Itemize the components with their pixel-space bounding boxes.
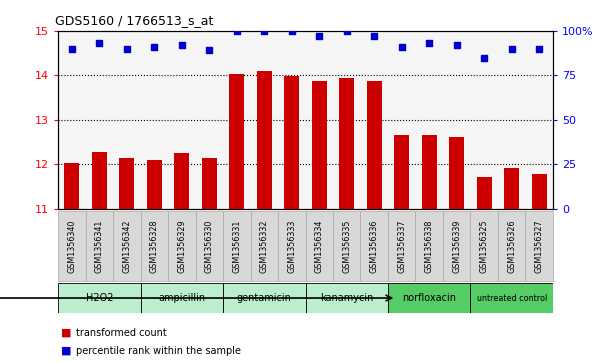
Bar bbox=[223, 211, 251, 281]
Text: GSM1356334: GSM1356334 bbox=[315, 219, 324, 273]
Point bbox=[177, 42, 187, 48]
Text: GSM1356337: GSM1356337 bbox=[397, 219, 406, 273]
Text: GSM1356341: GSM1356341 bbox=[95, 219, 104, 273]
Text: untreated control: untreated control bbox=[477, 294, 547, 302]
Bar bbox=[168, 211, 196, 281]
Text: GSM1356330: GSM1356330 bbox=[205, 219, 214, 273]
Text: GSM1356332: GSM1356332 bbox=[260, 219, 269, 273]
Bar bbox=[306, 283, 388, 313]
Bar bbox=[119, 158, 134, 209]
Bar bbox=[532, 174, 547, 209]
Text: GSM1356328: GSM1356328 bbox=[150, 219, 159, 273]
Point bbox=[149, 44, 159, 50]
Bar bbox=[113, 211, 141, 281]
Text: GSM1356329: GSM1356329 bbox=[177, 219, 186, 273]
Text: GSM1356335: GSM1356335 bbox=[342, 219, 351, 273]
Text: ■: ■ bbox=[61, 346, 71, 356]
Point bbox=[369, 33, 379, 39]
Point bbox=[424, 40, 434, 46]
Bar bbox=[141, 283, 223, 313]
Point bbox=[534, 46, 544, 52]
Text: GSM1356340: GSM1356340 bbox=[67, 219, 76, 273]
Text: ■: ■ bbox=[61, 328, 71, 338]
Point bbox=[204, 48, 214, 53]
Point bbox=[95, 40, 104, 46]
Point bbox=[287, 28, 297, 34]
Point bbox=[232, 28, 242, 34]
Bar bbox=[284, 76, 299, 209]
Bar bbox=[477, 177, 492, 209]
Point bbox=[259, 28, 269, 34]
Text: GSM1356338: GSM1356338 bbox=[425, 219, 434, 273]
Text: GSM1356336: GSM1356336 bbox=[370, 219, 379, 273]
Bar bbox=[443, 211, 470, 281]
Bar bbox=[278, 211, 306, 281]
Point bbox=[342, 28, 352, 34]
Bar bbox=[174, 153, 189, 209]
Text: GSM1356327: GSM1356327 bbox=[535, 219, 544, 273]
Bar bbox=[196, 211, 223, 281]
Bar bbox=[388, 211, 415, 281]
Text: GSM1356325: GSM1356325 bbox=[480, 219, 489, 273]
Bar bbox=[339, 78, 354, 209]
Bar bbox=[223, 283, 306, 313]
Bar bbox=[470, 211, 498, 281]
Bar bbox=[229, 74, 244, 209]
Point bbox=[507, 46, 517, 52]
Bar bbox=[92, 152, 107, 209]
Text: GDS5160 / 1766513_s_at: GDS5160 / 1766513_s_at bbox=[55, 14, 213, 27]
Bar bbox=[470, 283, 553, 313]
Bar bbox=[388, 283, 470, 313]
Bar bbox=[306, 211, 333, 281]
Bar bbox=[257, 71, 272, 209]
Text: percentile rank within the sample: percentile rank within the sample bbox=[76, 346, 241, 356]
Bar bbox=[360, 211, 388, 281]
Bar bbox=[504, 168, 519, 209]
Text: norfloxacin: norfloxacin bbox=[402, 293, 456, 303]
Text: transformed count: transformed count bbox=[76, 328, 167, 338]
Text: ampicillin: ampicillin bbox=[158, 293, 205, 303]
Bar bbox=[141, 211, 168, 281]
Text: H2O2: H2O2 bbox=[86, 293, 113, 303]
Bar bbox=[422, 135, 437, 209]
Bar bbox=[333, 211, 360, 281]
Text: GSM1356331: GSM1356331 bbox=[232, 219, 241, 273]
Bar bbox=[449, 137, 464, 209]
Bar bbox=[58, 211, 86, 281]
Text: GSM1356333: GSM1356333 bbox=[287, 219, 296, 273]
Point bbox=[480, 54, 489, 60]
Bar bbox=[86, 211, 113, 281]
Bar bbox=[394, 135, 409, 209]
Point bbox=[452, 42, 462, 48]
Point bbox=[315, 33, 324, 39]
Text: kanamycin: kanamycin bbox=[320, 293, 373, 303]
Text: GSM1356342: GSM1356342 bbox=[122, 219, 131, 273]
Bar bbox=[525, 211, 553, 281]
Text: gentamicin: gentamicin bbox=[237, 293, 291, 303]
Bar bbox=[202, 158, 217, 209]
Point bbox=[122, 46, 132, 52]
Point bbox=[397, 44, 407, 50]
Bar bbox=[64, 163, 79, 209]
Bar bbox=[498, 211, 525, 281]
Bar bbox=[367, 81, 382, 209]
Bar bbox=[147, 160, 162, 209]
Point bbox=[67, 46, 77, 52]
Bar bbox=[251, 211, 278, 281]
Bar bbox=[415, 211, 443, 281]
Text: GSM1356339: GSM1356339 bbox=[452, 219, 461, 273]
Bar bbox=[58, 283, 141, 313]
Text: GSM1356326: GSM1356326 bbox=[507, 219, 516, 273]
Bar bbox=[312, 81, 327, 209]
